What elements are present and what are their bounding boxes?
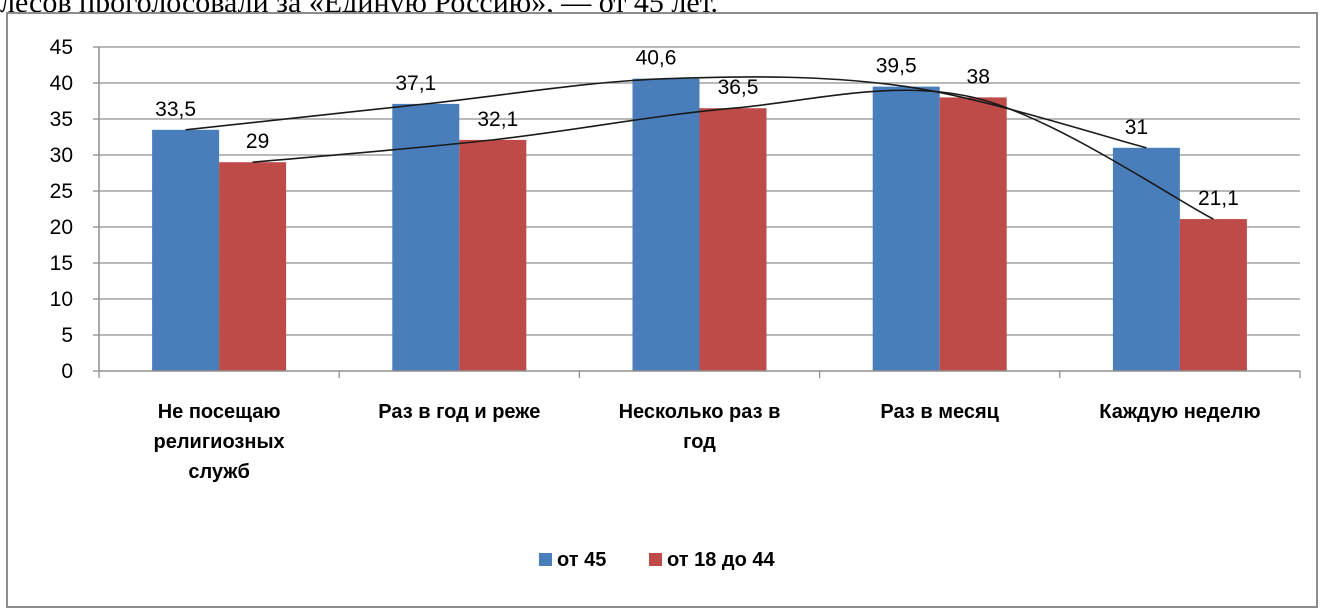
y-tick-label: 25 [50,180,73,203]
bar-from-45 [152,129,220,371]
legend-label: от 18 до 44 [667,549,775,571]
y-tick-label: 35 [50,108,73,131]
x-category-label: Раз в год и реже [378,401,540,423]
legend-label: от 45 [557,549,606,571]
legend: от 45 от 18 до 44 [539,549,775,571]
y-tick-label: 45 [50,36,73,59]
data-label: 21,1 [1198,187,1239,210]
y-tick-label: 20 [50,216,73,239]
y-tick-label: 40 [50,72,73,95]
y-tick-label: 0 [61,360,73,383]
bar-from-18-to-44 [219,162,287,371]
trendlines [185,76,1214,220]
trendline-from-18-to-44 [252,89,1214,220]
data-label: 36,5 [718,76,759,99]
legend-swatch [649,553,662,566]
x-category-label: Каждую неделю [1099,401,1260,423]
y-tick-label: 10 [50,288,73,311]
y-tick-label: 30 [50,144,73,167]
bar-from-18-to-44 [699,108,767,371]
x-category-label: год [683,431,716,453]
data-label: 31 [1125,116,1148,139]
data-label: 37,1 [395,72,436,95]
data-label: 33,5 [155,98,196,121]
labels: 33,5 37,1 40,6 39,5 31 29 32,1 36,5 38 21,1 Не пос… [154,47,1261,483]
trendline-from-45 [185,76,1147,149]
bar-from-45 [632,78,700,372]
bar-from-18-to-44 [1179,219,1247,371]
data-label: 38 [967,65,990,88]
data-label: 32,1 [477,108,518,131]
x-category-label: Раз в месяц [880,401,999,423]
bar-from-45 [1112,147,1180,371]
bar-from-45 [872,86,940,371]
y-tick-label: 5 [61,324,73,347]
x-category-label: Несколько раз в [619,401,781,423]
bar-from-18-to-44 [939,97,1007,372]
y-tick-label: 15 [50,252,73,275]
x-category-label: религиозных [154,431,285,453]
data-label: 39,5 [876,55,917,78]
data-label: 40,6 [636,47,677,70]
bar-from-18-to-44 [459,139,527,371]
x-category-label: Не посещаю [158,401,281,423]
axes: 0 5 10 15 20 25 30 35 40 45 [50,36,1301,383]
bars [152,78,1247,372]
data-label: 29 [246,130,269,153]
x-category-label: служб [188,461,249,483]
legend-swatch [539,553,552,566]
